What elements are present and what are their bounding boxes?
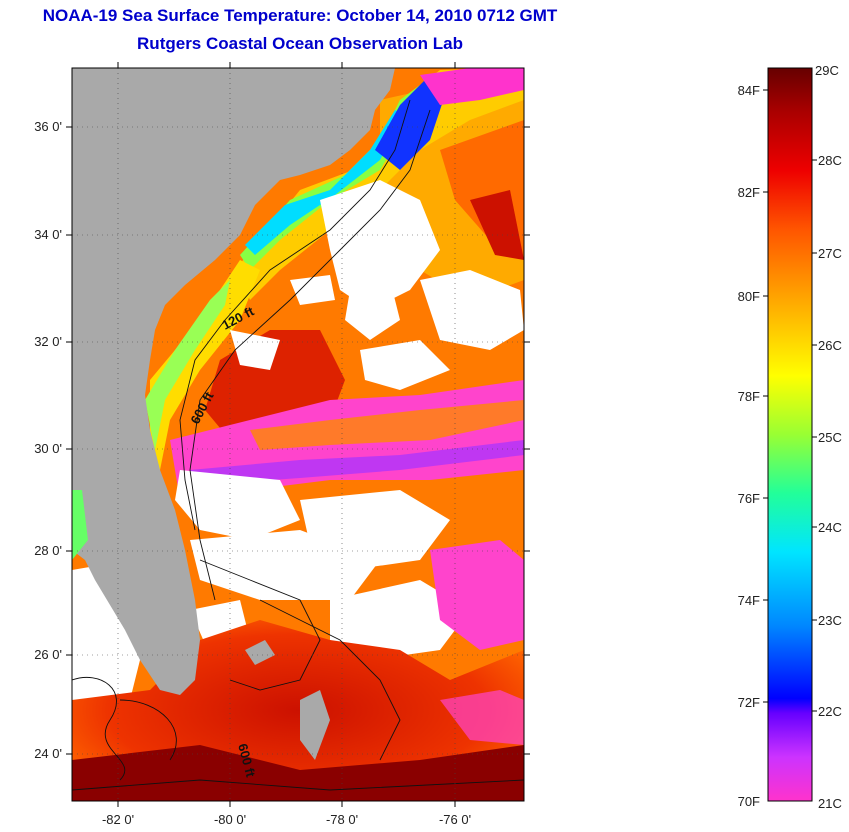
north-cold-pink — [420, 68, 524, 105]
colorbar-f-label: 78F — [738, 389, 760, 404]
graticule — [72, 68, 524, 801]
lon-label: -82 0' — [102, 812, 134, 827]
map-frame — [71, 67, 525, 802]
sound-cold — [375, 80, 445, 170]
colorbar-f-label: 80F — [738, 289, 760, 304]
lat-label: 36 0' — [34, 119, 62, 134]
temperature-colorbar: 84F 82F 80F 78F 76F 74F 72F 70F 29C 28C … — [738, 63, 842, 811]
colorbar-c-label: 26C — [818, 338, 842, 353]
colorbar-f-label: 72F — [738, 695, 760, 710]
cold-patch-east — [430, 540, 524, 650]
colorbar-c-label: 22C — [818, 704, 842, 719]
warm-core-south — [72, 745, 524, 801]
colorbar-f-label: 84F — [738, 83, 760, 98]
lat-label: 32 0' — [34, 334, 62, 349]
lat-label: 26 0' — [34, 647, 62, 662]
band-orange-1 — [250, 400, 524, 450]
colorbar-f-label: 74F — [738, 593, 760, 608]
cold-patch-south — [440, 690, 524, 745]
colorbar-c-label: 23C — [818, 613, 842, 628]
us-landmass — [72, 68, 395, 695]
colorbar-c-label: 25C — [818, 430, 842, 445]
colorbar-f-label: 70F — [738, 794, 760, 809]
colorbar-c-label: 21C — [818, 796, 842, 811]
map-ticks — [66, 62, 530, 807]
lat-label: 34 0' — [34, 227, 62, 242]
colorbar-f-label: 76F — [738, 491, 760, 506]
colorbar-c-label: 28C — [818, 153, 842, 168]
lat-label: 28 0' — [34, 543, 62, 558]
sst-map: 120 ft 600 ft 600 ft 36 0' 34 0' 32 0' 3… — [34, 62, 530, 827]
colorbar-f-label: 82F — [738, 185, 760, 200]
bahamas-island — [245, 640, 275, 665]
depth-contours — [72, 99, 524, 791]
lat-label: 30 0' — [34, 441, 62, 456]
lon-label: -76 0' — [439, 812, 471, 827]
gulf-coast-patch — [72, 490, 88, 560]
map-subtitle: Rutgers Coastal Ocean Observation Lab — [137, 34, 463, 53]
lon-label: -80 0' — [214, 812, 246, 827]
warm-core-north — [470, 190, 524, 260]
lon-label: -78 0' — [326, 812, 358, 827]
colorbar-c-label: 24C — [818, 520, 842, 535]
map-title: NOAA-19 Sea Surface Temperature: October… — [42, 6, 558, 25]
band-purple — [190, 440, 524, 485]
georgia-shelf-yellow — [150, 260, 260, 470]
andros-island — [300, 690, 330, 760]
colorbar-gradient — [767, 67, 813, 802]
shelf-cool — [245, 110, 405, 255]
colorbar-ticks — [763, 89, 817, 712]
colorbar-c-label: 29C — [815, 63, 839, 78]
colorbar-c-label: 27C — [818, 246, 842, 261]
lat-label: 24 0' — [34, 746, 62, 761]
georgia-shelf-green — [145, 280, 230, 450]
